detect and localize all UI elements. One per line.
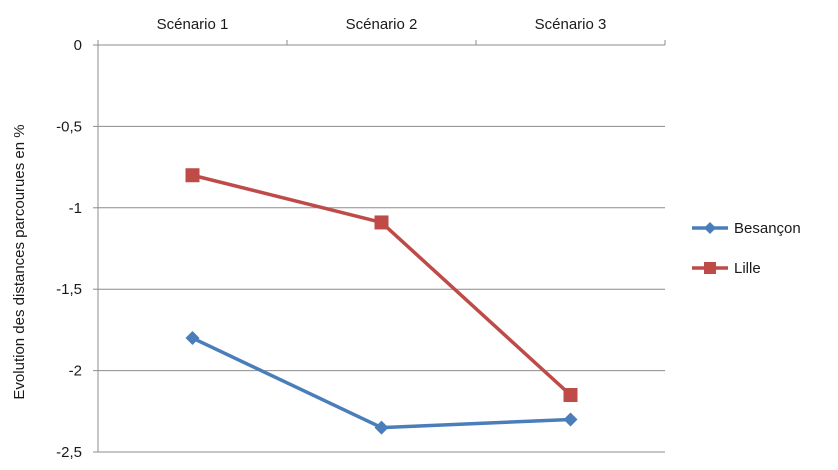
gridlines <box>98 125 665 453</box>
x-tick-label: Scénario 2 <box>346 16 418 33</box>
y-tick-label: -1 <box>69 200 82 217</box>
y-tick-label: -0,5 <box>56 118 82 135</box>
legend-swatch-marker <box>704 262 716 274</box>
axes: 0 -0,5 -1 -1,5 -2 -2,5 Scénario 1 Scénario 2 Scé… <box>56 16 666 461</box>
series <box>185 168 578 435</box>
data-point-marker <box>563 388 578 403</box>
x-tick-label: Scénario 3 <box>535 16 607 33</box>
legend-swatch-marker <box>704 222 716 234</box>
data-point-marker <box>185 331 200 346</box>
y-tick-label: -2,5 <box>56 444 82 461</box>
y-tick-label: -2 <box>69 363 82 380</box>
legend-label: Besançon <box>734 220 801 237</box>
legend: Besançon Lille <box>692 220 801 277</box>
y-tick-label: -1,5 <box>56 281 82 298</box>
y-axis-title: Evolution des distances parcourues en % <box>11 124 28 399</box>
data-point-marker <box>374 420 389 435</box>
x-tick-label: Scénario 1 <box>157 16 229 33</box>
data-point-marker <box>374 215 389 230</box>
data-point-marker <box>185 168 200 183</box>
legend-label: Lille <box>734 260 761 277</box>
y-tick-label: 0 <box>74 37 82 54</box>
series-line-0 <box>191 336 571 430</box>
data-point-marker <box>563 412 578 427</box>
